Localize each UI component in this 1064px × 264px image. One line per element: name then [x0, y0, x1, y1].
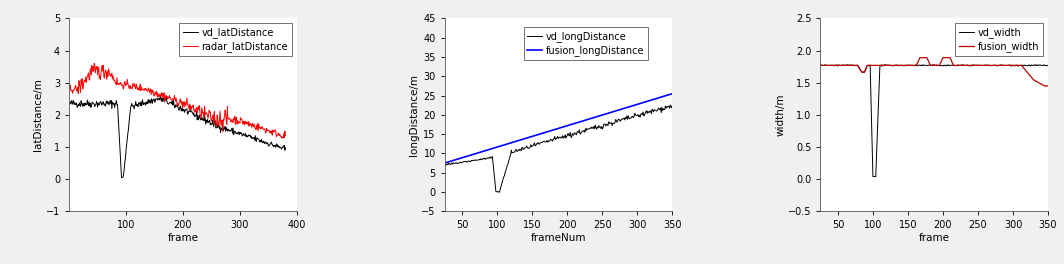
vd_width: [1042, 64, 1054, 67]
vd_width: [814, 64, 827, 67]
Line: vd_longDistance: vd_longDistance: [445, 105, 672, 192]
fusion_longDistance: [584, 117, 597, 120]
vd_longDistance: [493, 191, 505, 194]
Line: fusion_longDistance: fusion_longDistance: [445, 94, 672, 163]
fusion_longDistance: [666, 92, 679, 95]
fusion_width: [852, 65, 865, 68]
radar_latDistance: [160, 96, 172, 99]
Y-axis label: width/m: width/m: [775, 94, 785, 136]
vd_width: [926, 63, 938, 66]
radar_latDistance: [88, 62, 101, 65]
radar_latDistance: [64, 87, 77, 90]
fusion_width: [961, 64, 974, 67]
Line: radar_latDistance: radar_latDistance: [70, 64, 285, 138]
fusion_width: [1038, 84, 1051, 87]
vd_width: [927, 64, 940, 67]
fusion_width: [926, 64, 938, 67]
vd_longDistance: [550, 137, 563, 140]
vd_latDistance: [102, 101, 115, 105]
radar_latDistance: [192, 105, 204, 108]
fusion_width: [982, 64, 995, 67]
vd_latDistance: [161, 101, 173, 104]
vd_latDistance: [115, 176, 128, 179]
radar_latDistance: [223, 118, 236, 121]
fusion_width: [985, 64, 998, 67]
radar_latDistance: [277, 136, 289, 140]
fusion_longDistance: [454, 157, 467, 160]
Y-axis label: longDistance/m: longDistance/m: [409, 74, 418, 156]
vd_width: [852, 65, 865, 68]
fusion_longDistance: [438, 161, 451, 165]
vd_longDistance: [585, 125, 598, 129]
fusion_longDistance: [477, 150, 489, 153]
vd_latDistance: [154, 93, 167, 96]
fusion_longDistance: [550, 128, 563, 131]
vd_longDistance: [454, 161, 467, 164]
fusion_longDistance: [605, 110, 618, 114]
fusion_width: [814, 64, 827, 67]
radar_latDistance: [279, 134, 292, 137]
vd_width: [985, 64, 998, 67]
radar_latDistance: [183, 107, 196, 111]
Legend: vd_width, fusion_width: vd_width, fusion_width: [955, 23, 1043, 56]
vd_latDistance: [64, 101, 77, 104]
Y-axis label: latDistance/m: latDistance/m: [33, 78, 44, 151]
vd_width: [830, 64, 843, 67]
radar_latDistance: [102, 69, 115, 72]
vd_latDistance: [279, 146, 292, 149]
vd_longDistance: [477, 158, 489, 161]
Line: vd_latDistance: vd_latDistance: [70, 95, 285, 177]
fusion_width: [830, 64, 843, 67]
Legend: vd_longDistance, fusion_longDistance: vd_longDistance, fusion_longDistance: [523, 27, 648, 60]
vd_latDistance: [193, 116, 205, 120]
vd_longDistance: [666, 103, 679, 107]
vd_width: [961, 63, 974, 67]
radar_latDistance: [229, 123, 242, 126]
fusion_width: [914, 56, 927, 59]
Legend: vd_latDistance, radar_latDistance: vd_latDistance, radar_latDistance: [179, 23, 292, 56]
vd_latDistance: [225, 129, 237, 132]
Line: vd_width: vd_width: [820, 64, 1048, 177]
X-axis label: frame: frame: [167, 233, 199, 243]
vd_longDistance: [438, 163, 451, 166]
vd_longDistance: [664, 103, 677, 106]
vd_width: [869, 175, 882, 178]
X-axis label: frame: frame: [918, 233, 950, 243]
fusion_longDistance: [609, 110, 621, 113]
vd_latDistance: [183, 110, 196, 113]
vd_longDistance: [610, 118, 622, 121]
vd_longDistance: [606, 121, 619, 125]
vd_latDistance: [230, 132, 243, 135]
Line: fusion_width: fusion_width: [820, 58, 1048, 86]
X-axis label: frameNum: frameNum: [531, 233, 586, 243]
fusion_width: [1042, 84, 1054, 87]
vd_width: [983, 64, 996, 67]
